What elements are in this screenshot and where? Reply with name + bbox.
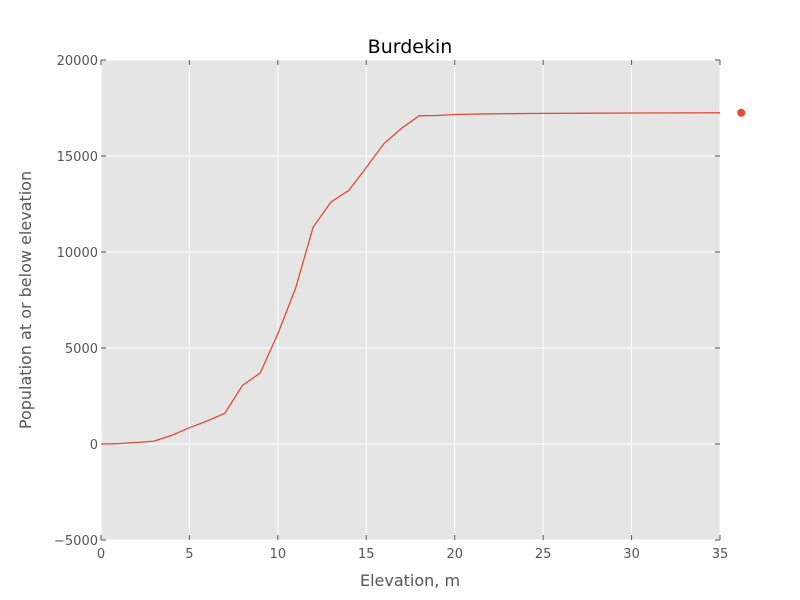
chart-title: Burdekin	[368, 36, 453, 58]
y-tick-label: 0	[90, 438, 98, 453]
y-tick-label: 15000	[57, 150, 98, 165]
y-tick-label: 20000	[57, 54, 98, 69]
x-tick-label: 35	[712, 547, 729, 562]
grid	[100, 59, 721, 541]
series-group	[100, 108, 746, 445]
y-tick-label: 10000	[57, 246, 98, 261]
y-tick-label: 5000	[65, 342, 98, 357]
series-line	[100, 112, 721, 445]
y-axis-title: Population at or below elevation	[16, 171, 35, 429]
x-axis-title: Elevation, m	[360, 571, 460, 590]
x-tick-label: 20	[446, 547, 463, 562]
ticks	[100, 59, 721, 541]
y-tick-label: −5000	[54, 534, 98, 549]
plot-background	[101, 60, 720, 540]
x-tick-label: 25	[535, 547, 552, 562]
marker-point	[737, 108, 746, 117]
x-tick-label: 0	[97, 547, 105, 562]
x-tick-label: 30	[623, 547, 640, 562]
x-tick-label: 15	[358, 547, 375, 562]
x-tick-label: 5	[185, 547, 193, 562]
x-tick-label: 10	[270, 547, 287, 562]
